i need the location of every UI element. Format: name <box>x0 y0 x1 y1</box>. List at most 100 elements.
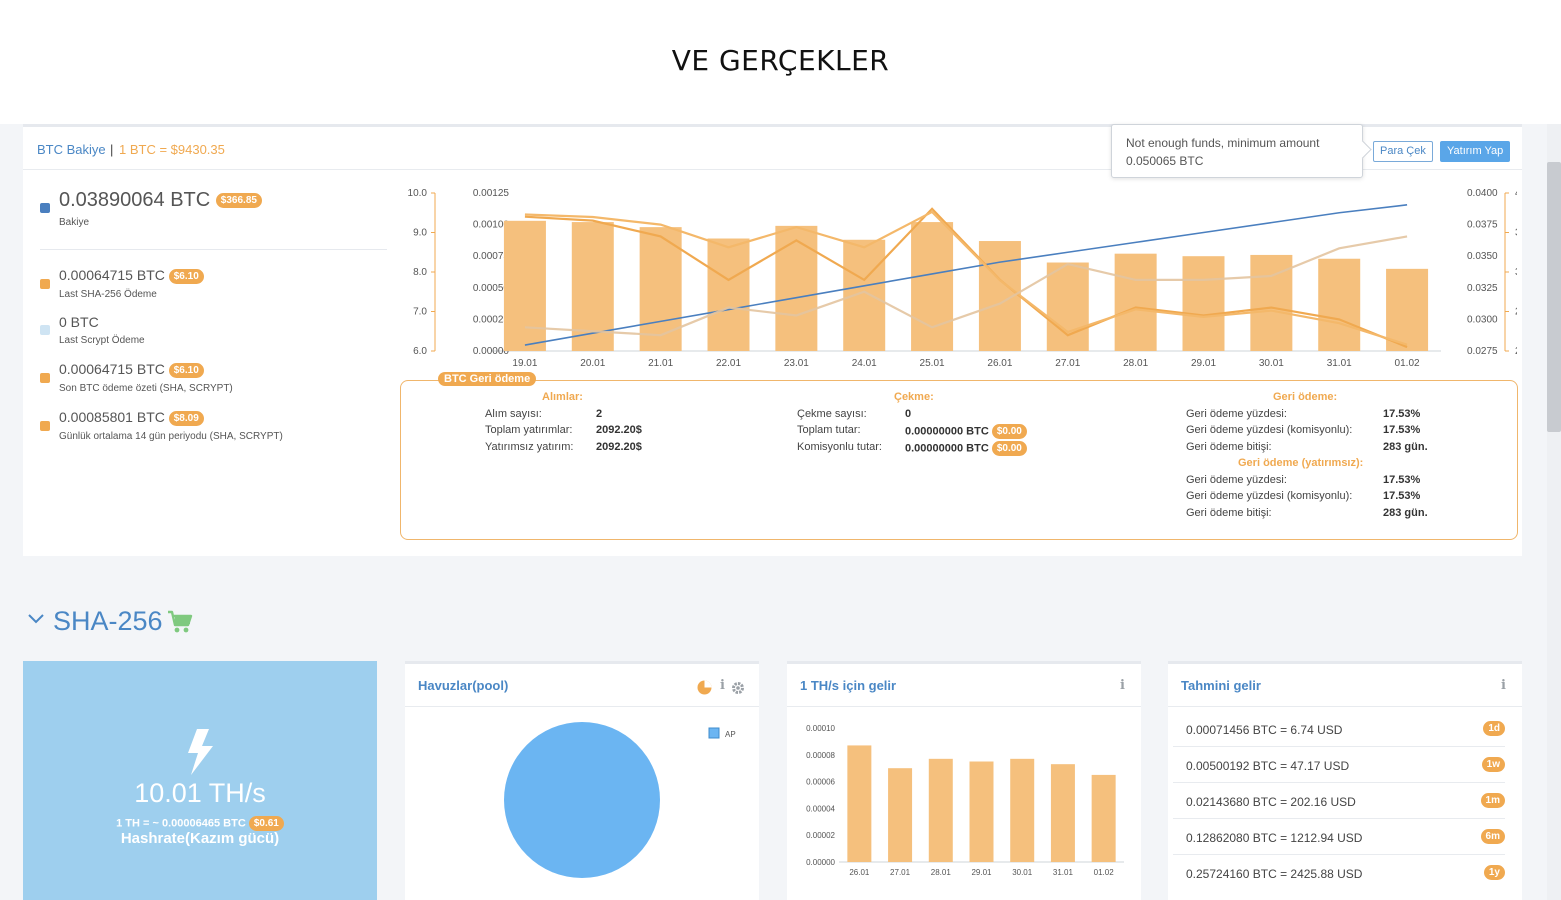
page-scrollbar[interactable] <box>1547 124 1561 900</box>
usd-pill: $8.09 <box>168 410 204 426</box>
x-tick-label: 28.01 <box>1123 358 1148 369</box>
total-amount-value: 0.00000000 BTC $0.00 <box>905 424 1027 439</box>
estimate-value: 0.25724160 BTC = 2425.88 USD <box>1186 867 1363 881</box>
payback-tag: BTC Geri ödeme <box>438 372 537 386</box>
last-scrypt-value: 0 BTC <box>59 314 99 330</box>
y3-tick-label: 0.0300 <box>1467 314 1498 325</box>
usd-pill: $0.00 <box>991 424 1027 439</box>
payback-commission-label: Geri ödeme yüzdesi (komisyonlu): <box>1186 424 1353 436</box>
chart-bar <box>1182 256 1225 351</box>
purchases-heading: Alımlar: <box>542 391 583 403</box>
payback-end-value: 283 gün. <box>1383 441 1428 453</box>
y2-tick-label: 0.00025 <box>473 314 510 325</box>
usd-pill: $0.61 <box>248 816 284 831</box>
stats-divider <box>40 249 387 250</box>
series-line <box>524 204 1408 346</box>
income-bar <box>847 745 872 862</box>
chart-bar <box>1318 258 1361 351</box>
y2-tick-label: 0.00100 <box>473 220 510 231</box>
y4-tick-label: 20 <box>1515 346 1517 357</box>
y-tick-label: 0.00006 <box>806 778 835 787</box>
chart-bar <box>503 220 546 351</box>
estimate-value: 0.00500192 BTC = 47.17 USD <box>1186 759 1350 773</box>
income-bar <box>888 768 913 862</box>
estimate-value: 0.12862080 BTC = 1212.94 USD <box>1186 831 1363 845</box>
series-line <box>524 210 1408 346</box>
y1-tick-label: 8.0 <box>413 267 427 278</box>
x-tick-label: 30.01 <box>1259 358 1284 369</box>
payback-commission-value: 17.53% <box>1383 490 1421 502</box>
section-title: SHA-256 <box>53 606 163 636</box>
chevron-down-icon[interactable] <box>27 612 45 626</box>
insufficient-funds-tooltip: Not enough funds, minimum amount 0.05006… <box>1111 124 1363 178</box>
income-bar <box>1091 774 1116 862</box>
income-bar <box>928 758 953 862</box>
y3-tick-label: 0.0375 <box>1467 220 1498 231</box>
x-tick-label: 25.01 <box>920 358 945 369</box>
commission-amount-label: Komisyonlu tutar: <box>797 441 882 453</box>
hashrate-value: 10.01 TH/s <box>134 778 266 808</box>
title-separator: | <box>110 142 114 157</box>
pie-slice <box>504 722 660 878</box>
legend-dot-sha <box>40 279 50 289</box>
payback-box <box>400 380 1518 540</box>
series-line <box>524 235 1408 337</box>
withdraw-count-label: Çekme sayısı: <box>797 408 867 420</box>
x-tick-label: 21.01 <box>648 358 673 369</box>
x-tick-label: 22.01 <box>716 358 741 369</box>
withdrawals-heading: Çekme: <box>894 391 934 403</box>
chart-bar <box>775 225 818 351</box>
y4-tick-label: 35 <box>1515 228 1517 239</box>
summary-value: 0.00064715 BTC $6.10 <box>59 361 204 378</box>
income-bar-chart: 0.00000 0.00002 0.00004 0.00006 0.00008 0.000… <box>806 724 1124 877</box>
withdraw-count-value: 0 <box>905 408 912 420</box>
last-sha-label: Last SHA-256 Ödeme <box>59 289 157 300</box>
x-tick-label: 29.01 <box>1191 358 1216 369</box>
pool-card-header: Havuzlar(pool) i <box>405 664 759 707</box>
withdraw-button[interactable]: Para Çek <box>1373 141 1433 162</box>
estimate-value: 0.02143680 BTC = 202.16 USD <box>1186 795 1356 809</box>
cart-icon[interactable] <box>167 610 193 634</box>
income-bar <box>969 761 994 862</box>
legend-dot-scrypt <box>40 325 50 335</box>
y2-tick-label: 0.00125 <box>473 188 510 199</box>
y1-tick-label: 7.0 <box>413 307 427 318</box>
chart-bar <box>911 222 954 351</box>
income-bar <box>1050 764 1075 862</box>
period-badge: 1y <box>1483 865 1505 880</box>
balance-value: 0.03890064 BTC $366.85 <box>59 189 262 212</box>
legend-dot-summary <box>40 373 50 383</box>
payback-commission-label: Geri ödeme yüzdesi (komisyonlu): <box>1186 490 1353 502</box>
x-tick-label: 27.01 <box>1055 358 1080 369</box>
gear-icon[interactable] <box>731 681 745 695</box>
x-tick-label: 31.01 <box>1327 358 1352 369</box>
hashrate-label: Hashrate(Kazım gücü) <box>120 830 280 847</box>
payback-percent-label: Geri ödeme yüzdesi: <box>1186 408 1287 420</box>
scrollbar-thumb[interactable] <box>1547 162 1561 432</box>
income-per-th-card: 1 TH/s için gelir i 0.00000 0.00002 0.0000… <box>787 661 1141 900</box>
y2-tick-label: 0.00050 <box>473 283 510 294</box>
info-icon[interactable]: i <box>1501 678 1506 693</box>
uninvested-label: Yatırımsız yatırım: <box>485 441 574 453</box>
legend-dot-balance <box>40 203 50 213</box>
pool-pie-chart: AP <box>504 722 736 878</box>
x-tick-label: 26.01 <box>849 868 870 877</box>
info-icon[interactable]: i <box>1120 678 1125 693</box>
y1-tick-label: 6.0 <box>413 346 427 357</box>
income-bar <box>1010 758 1035 862</box>
period-badge: 1m <box>1480 793 1505 808</box>
estimate-row: 0.00071456 BTC = 6.74 USD 1d <box>1173 711 1505 747</box>
balance-label: Bakiye <box>59 217 90 228</box>
estimate-row: 0.25724160 BTC = 2425.88 USD 1y <box>1173 855 1505 891</box>
chart-bar <box>1114 253 1157 351</box>
y3-tick-label: 0.0400 <box>1467 188 1498 199</box>
invest-button[interactable]: Yatırım Yap <box>1440 141 1511 162</box>
pie-chart-icon[interactable] <box>697 680 712 695</box>
btc-rate: 1 BTC = $9430.35 <box>119 142 225 157</box>
total-investment-value: 2092.20$ <box>596 424 642 436</box>
info-icon[interactable]: i <box>720 678 725 693</box>
x-tick-label: 20.01 <box>580 358 605 369</box>
y3-tick-label: 0.0275 <box>1467 346 1498 357</box>
usd-pill: $366.85 <box>215 193 262 209</box>
pool-card-title: Havuzlar(pool) <box>418 678 509 693</box>
